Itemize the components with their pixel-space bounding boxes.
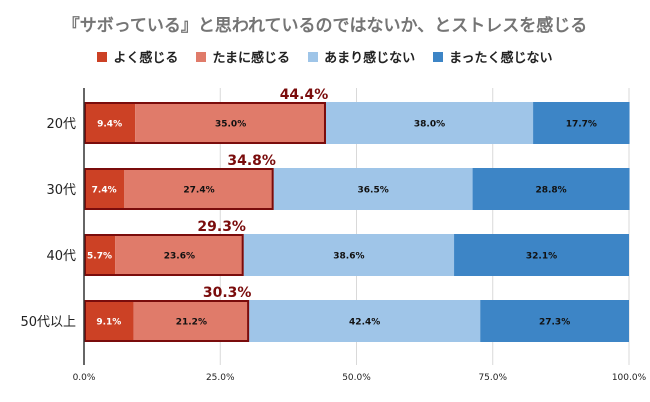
data-label: 38.0% xyxy=(414,120,445,130)
data-label: 28.8% xyxy=(535,186,566,196)
data-label: 32.1% xyxy=(526,252,557,262)
x-tick-label: 50.0% xyxy=(342,373,371,383)
total-label: 29.3% xyxy=(197,219,246,235)
legend-item: よく感じる xyxy=(97,47,178,66)
legend-item: まったく感じない xyxy=(433,47,553,66)
bar-segment xyxy=(84,234,116,276)
legend-label: たまに感じる xyxy=(212,51,291,66)
legend: よく感じる たまに感じる あまり感じない まったく感じない xyxy=(0,47,650,66)
data-label: 5.7% xyxy=(87,252,112,262)
chart-title: 『サボっている』と思われているのではないか、とストレスを感じる xyxy=(62,16,588,36)
x-tick-label: 0.0% xyxy=(73,373,96,383)
legend-item: たまに感じる xyxy=(196,47,290,66)
bar-segment xyxy=(454,234,629,276)
highlight-outline xyxy=(84,300,250,342)
highlight-outline xyxy=(84,168,274,210)
bar-segment xyxy=(124,168,274,210)
data-label: 17.7% xyxy=(566,120,597,130)
legend-swatch xyxy=(97,51,108,62)
bar-segment xyxy=(84,300,134,342)
data-label: 36.5% xyxy=(358,186,389,196)
data-label: 27.4% xyxy=(183,186,214,196)
category-label: 40代 xyxy=(46,249,76,264)
x-tick-label: 100.0% xyxy=(612,373,647,383)
total-label: 34.8% xyxy=(227,153,276,169)
category-label: 30代 xyxy=(46,183,76,198)
data-label: 7.4% xyxy=(92,186,117,196)
bar-segment xyxy=(249,300,481,342)
bar-segment xyxy=(135,102,326,144)
total-label: 44.4% xyxy=(280,87,329,103)
bar-segment xyxy=(472,168,630,210)
data-label: 9.1% xyxy=(96,318,121,328)
bar-segment xyxy=(325,102,534,144)
x-tick-label: 75.0% xyxy=(478,373,507,383)
data-label: 21.2% xyxy=(176,318,207,328)
data-label: 23.6% xyxy=(164,252,195,262)
legend-swatch xyxy=(196,51,207,62)
total-label: 30.3% xyxy=(203,285,252,301)
data-label: 35.0% xyxy=(215,120,246,130)
data-label: 27.3% xyxy=(539,318,570,328)
bar-segment xyxy=(84,168,125,210)
x-tick-label: 25.0% xyxy=(206,373,235,383)
highlight-outline xyxy=(84,234,244,276)
bar-segment xyxy=(243,234,455,276)
legend-swatch xyxy=(433,51,444,62)
bar-segment xyxy=(533,102,630,144)
data-label: 9.4% xyxy=(97,120,122,130)
legend-label: あまり感じない xyxy=(324,51,416,66)
legend-item: あまり感じない xyxy=(308,47,415,66)
bar-segment xyxy=(273,168,473,210)
category-label: 50代以上 xyxy=(20,315,76,330)
legend-label: まったく感じない xyxy=(449,51,553,66)
legend-swatch xyxy=(308,51,319,62)
data-label: 42.4% xyxy=(349,318,380,328)
data-label: 38.6% xyxy=(333,252,364,262)
highlight-outline xyxy=(84,102,326,144)
category-label: 20代 xyxy=(46,117,76,132)
legend-label: よく感じる xyxy=(113,51,179,66)
bar-segment xyxy=(115,234,244,276)
bar-segment xyxy=(84,102,136,144)
bar-segment xyxy=(480,300,629,342)
bar-segment xyxy=(133,300,250,342)
